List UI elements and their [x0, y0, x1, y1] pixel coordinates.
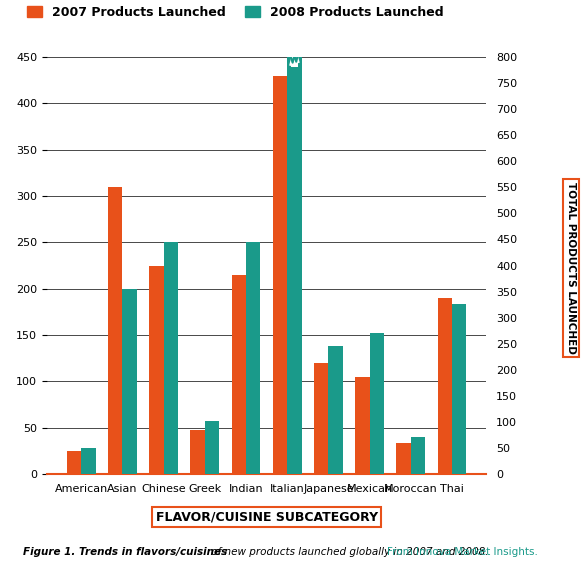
- Bar: [190, 431, 205, 474]
- Bar: [355, 377, 370, 474]
- Bar: [163, 242, 178, 474]
- Bar: [205, 421, 219, 474]
- Bar: [314, 363, 328, 474]
- Bar: [438, 298, 452, 474]
- Bar: [291, 53, 298, 67]
- Bar: [231, 275, 246, 474]
- Legend: 2007 Products Launched, 2008 Products Launched: 2007 Products Launched, 2008 Products La…: [22, 1, 448, 24]
- Bar: [452, 304, 466, 474]
- Text: FLAVOR/CUISINE SUBCATEGORY: FLAVOR/CUISINE SUBCATEGORY: [155, 510, 378, 523]
- Bar: [328, 346, 343, 474]
- Bar: [287, 0, 302, 474]
- Bar: [122, 289, 137, 474]
- Bar: [246, 242, 260, 474]
- Text: TOTAL PRODUCTS LAUNCHED: TOTAL PRODUCTS LAUNCHED: [566, 182, 577, 355]
- Text: Figure 1. Trends in flavors/cuisines: Figure 1. Trends in flavors/cuisines: [23, 546, 227, 557]
- Bar: [396, 443, 411, 474]
- Bar: [81, 448, 96, 474]
- Bar: [370, 333, 384, 474]
- Bar: [411, 437, 425, 474]
- Bar: [67, 451, 81, 474]
- Bar: [108, 187, 122, 474]
- Bar: [273, 75, 287, 474]
- Text: of new products launched globally in 2007 and 2008.: of new products launched globally in 200…: [208, 546, 492, 557]
- Text: From Innova Market Insights.: From Innova Market Insights.: [387, 546, 537, 557]
- Bar: [149, 266, 163, 474]
